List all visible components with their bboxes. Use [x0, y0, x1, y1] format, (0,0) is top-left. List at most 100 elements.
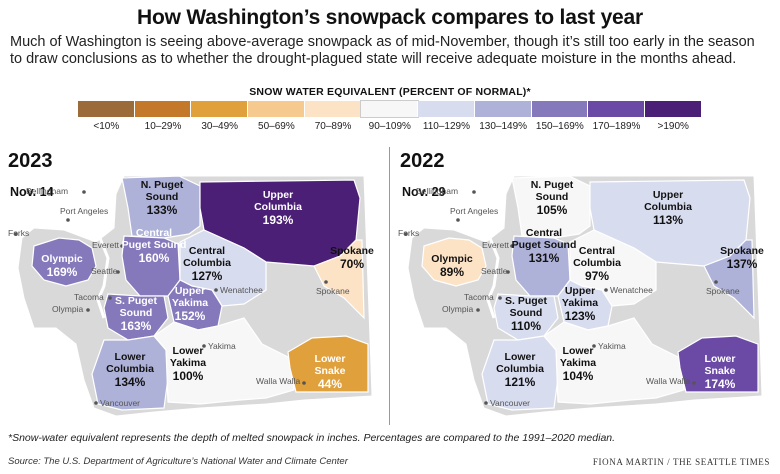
- legend-item: 70–89%: [304, 101, 362, 132]
- city-label: Port Angeles: [60, 206, 108, 216]
- region-name: Sound: [536, 191, 569, 203]
- region-name: Olympic: [41, 253, 83, 265]
- subtitle: Much of Washington is seeing above-avera…: [10, 34, 755, 67]
- city-marker: [472, 190, 476, 194]
- city-marker: [324, 280, 328, 284]
- region-value: 169%: [47, 265, 78, 279]
- region-name: Lower: [563, 345, 594, 357]
- city-label: Tacoma: [74, 292, 104, 302]
- region-area: [481, 335, 559, 411]
- region-area: [703, 239, 755, 320]
- region-value: 44%: [318, 377, 342, 391]
- region-value: 163%: [121, 319, 152, 333]
- region-value: 113%: [653, 213, 683, 227]
- city-label: Spokane: [316, 286, 350, 296]
- region-name: Puget Sound: [512, 239, 577, 251]
- map-divider: [389, 147, 390, 425]
- region-name: Yakima: [170, 357, 206, 369]
- city-marker: [456, 218, 460, 222]
- region-name: Columbia: [254, 201, 302, 213]
- city-marker: [94, 401, 98, 405]
- map-year-left: 2023: [8, 150, 53, 172]
- region-name: Lower: [505, 351, 536, 363]
- region-value: 133%: [147, 203, 178, 217]
- page-title: How Washington’s snowpack compares to la…: [136, 6, 643, 29]
- legend-item: 130–149%: [474, 101, 532, 132]
- region-value: 121%: [505, 375, 536, 389]
- city-label: Seattle: [91, 266, 118, 276]
- region-value: 193%: [263, 213, 294, 227]
- legend-item: 110–129%: [418, 101, 475, 132]
- washington-map-svg: Bellingham Port Angeles Forks Everett Seattl…: [8, 175, 374, 417]
- city-label: Yakima: [598, 341, 626, 351]
- region-name: Lower: [315, 353, 346, 365]
- washington-map-svg: Bellingham Port Angeles Forks Everett Seattl…: [398, 175, 764, 417]
- region-name: N. Puget: [141, 179, 184, 191]
- city-label: Olympia: [442, 304, 473, 314]
- region-name: Central: [526, 227, 562, 239]
- region-name: S. Puget: [115, 295, 158, 307]
- region-value: 137%: [727, 257, 758, 271]
- region-name: Columbia: [496, 363, 544, 375]
- city-label: Port Angeles: [450, 206, 498, 216]
- city-marker: [108, 296, 112, 300]
- region-value: 105%: [537, 203, 568, 217]
- city-marker: [202, 344, 206, 348]
- legend-item: 170–189%: [588, 101, 645, 132]
- city-label: Everett: [92, 240, 120, 250]
- region-value: 123%: [565, 309, 596, 323]
- city-marker: [506, 270, 510, 274]
- map-date-left: Nov. 14: [10, 185, 54, 199]
- region-name: Puget Sound: [122, 239, 187, 251]
- city-marker: [14, 232, 18, 236]
- region-area: [287, 335, 369, 393]
- legend: <10% 10–29% 30–49% 50–69% 70–89% 90–109% 110–1…: [78, 100, 702, 132]
- region-value: 70%: [340, 257, 364, 271]
- legend-swatch: [418, 101, 475, 117]
- region-name: Yakima: [172, 297, 208, 309]
- city-marker: [66, 218, 70, 222]
- region-name: Sound: [120, 307, 153, 319]
- legend-swatch: [531, 101, 589, 117]
- region-name: Upper: [263, 189, 293, 201]
- region-name: Columbia: [644, 201, 692, 213]
- city-label: Bellingham: [26, 186, 68, 196]
- city-label: Bellingham: [416, 186, 458, 196]
- city-marker: [214, 288, 218, 292]
- legend-label: 50–69%: [258, 121, 295, 132]
- city-marker: [82, 190, 86, 194]
- legend-label: 70–89%: [314, 121, 352, 132]
- city-label: Forks: [398, 228, 419, 238]
- source-note: Source: The U.S. Department of Agricultu…: [8, 456, 348, 467]
- city-marker: [592, 344, 596, 348]
- legend-swatch: [588, 101, 645, 117]
- legend-item: <10%: [78, 101, 135, 132]
- map-year-right: 2022: [400, 150, 445, 172]
- legend-title: SNOW WATER EQUIVALENT (PERCENT OF NORMAL…: [249, 86, 531, 98]
- city-label: Spokane: [706, 286, 740, 296]
- region-name: Columbia: [573, 257, 621, 269]
- legend-swatch: [304, 101, 362, 117]
- region-name: Columbia: [106, 363, 154, 375]
- region-area: [421, 237, 487, 287]
- legend-item: 90–109%: [360, 100, 420, 132]
- city-label: Vancouver: [490, 398, 530, 408]
- city-label: Forks: [8, 228, 29, 238]
- legend-label: 130–149%: [479, 121, 528, 132]
- region-name: Yakima: [562, 297, 598, 309]
